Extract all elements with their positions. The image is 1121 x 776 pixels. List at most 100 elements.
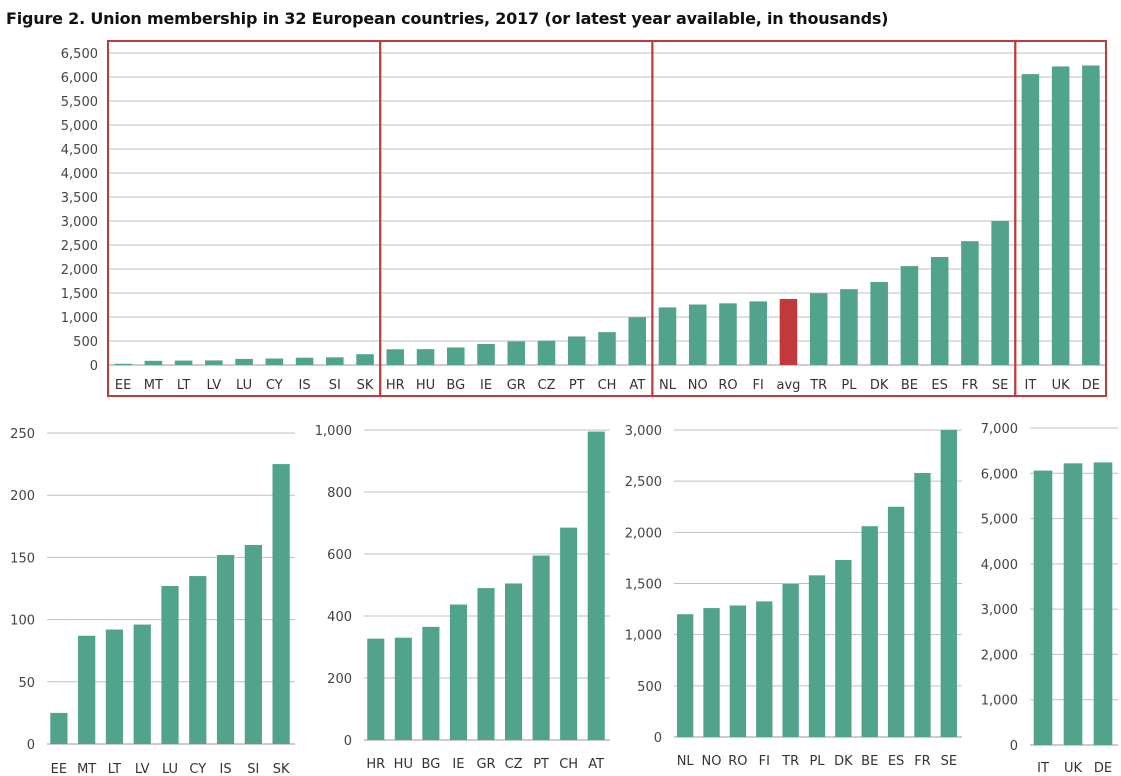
x-tick-label: IT xyxy=(1025,378,1037,393)
y-tick-label: 1,500 xyxy=(61,287,98,302)
x-tick-label: FR xyxy=(962,378,979,393)
y-tick-label: 2,000 xyxy=(61,263,98,278)
bar-pl xyxy=(808,575,826,737)
y-tick-label: 6,000 xyxy=(981,467,1018,482)
x-tick-label: ES xyxy=(931,378,947,393)
bar-pt xyxy=(532,555,550,740)
bar-de xyxy=(1093,462,1113,745)
y-tick-label: 2,000 xyxy=(625,526,662,541)
bar-no xyxy=(703,608,720,737)
bar-lt xyxy=(174,360,193,365)
bar-lu xyxy=(235,358,253,365)
bar-si xyxy=(244,544,262,744)
x-tick-label: SI xyxy=(247,762,259,776)
bar-hr xyxy=(367,638,385,740)
x-tick-label: HR xyxy=(366,757,385,772)
y-tick-label: 4,000 xyxy=(981,558,1018,573)
x-tick-label: DK xyxy=(834,754,853,769)
y-tick-label: 3,000 xyxy=(981,603,1018,618)
y-tick-label: 3,000 xyxy=(625,424,662,439)
y-tick-label: 5,000 xyxy=(61,119,98,134)
x-tick-label: CY xyxy=(266,378,283,393)
y-tick-label: 0 xyxy=(90,359,98,374)
bar-ro xyxy=(719,303,737,365)
y-tick-label: 250 xyxy=(10,427,35,442)
x-tick-label: FR xyxy=(914,754,931,769)
bar-ee xyxy=(114,363,132,365)
x-tick-label: ES xyxy=(888,754,904,769)
bar-es xyxy=(930,257,949,365)
bar-ie xyxy=(477,344,495,365)
bar-cy xyxy=(189,576,207,744)
bar-gr xyxy=(507,341,526,365)
x-tick-label: LU xyxy=(236,378,252,393)
y-tick-label: 0 xyxy=(654,731,662,746)
y-tick-label: 1,000 xyxy=(625,629,662,644)
bar-bg xyxy=(422,626,440,740)
x-tick-label: UK xyxy=(1052,378,1071,393)
y-tick-label: 5,000 xyxy=(981,513,1018,528)
x-tick-label: avg xyxy=(776,378,800,393)
x-tick-label: DE xyxy=(1082,378,1100,393)
y-tick-label: 6,500 xyxy=(61,47,98,62)
y-tick-label: 200 xyxy=(327,672,352,687)
y-tick-label: 100 xyxy=(10,614,35,629)
x-tick-label: TR xyxy=(781,754,799,769)
y-tick-label: 3,000 xyxy=(61,215,98,230)
x-tick-label: NL xyxy=(659,378,677,393)
x-tick-label: NO xyxy=(702,754,722,769)
x-tick-label: IE xyxy=(452,757,464,772)
x-tick-label: LT xyxy=(108,762,121,776)
x-tick-label: BE xyxy=(901,378,918,393)
bar-ro xyxy=(729,605,747,737)
x-tick-label: IE xyxy=(480,378,492,393)
bar-fi xyxy=(756,601,773,737)
panel-chart-mid-high: 0 500 1,000 1,500 2,000 2,500 3,000 NL NO RO FI TR P… xyxy=(625,424,962,769)
bar-uk xyxy=(1051,66,1070,365)
y-tick-label: 500 xyxy=(637,680,662,695)
y-tick-label: 150 xyxy=(10,551,35,566)
bar-no xyxy=(688,304,707,365)
y-tick-label: 0 xyxy=(1010,739,1018,754)
panel-chart-high: 0 1,000 2,000 3,000 4,000 5,000 6,000 7,000 IT UK… xyxy=(981,422,1118,776)
x-tick-label: TR xyxy=(809,378,827,393)
x-tick-label: DK xyxy=(870,378,889,393)
y-tick-label: 6,000 xyxy=(61,71,98,86)
panel-chart-mid-low: 0 200 400 600 800 1,000 HR HU BG IE GR CZ PT CH AT xyxy=(315,424,610,772)
y-tick-label: 1,000 xyxy=(61,311,98,326)
y-tick-label: 500 xyxy=(73,335,98,350)
x-tick-label: HU xyxy=(394,757,413,772)
bar-lt xyxy=(105,629,124,744)
bar-is xyxy=(216,554,235,744)
group-frame xyxy=(107,40,382,397)
bar-tr xyxy=(782,584,799,737)
bar-nl xyxy=(677,614,694,737)
group-frame xyxy=(651,40,1017,397)
y-tick-label: 400 xyxy=(327,610,352,625)
x-tick-label: EE xyxy=(51,762,67,776)
y-tick-label: 2,500 xyxy=(61,239,98,254)
y-tick-label: 0 xyxy=(344,734,352,749)
bar-nl xyxy=(658,307,677,365)
bar-lv xyxy=(205,360,223,365)
bar-hu xyxy=(394,637,412,740)
x-tick-label: RO xyxy=(728,754,747,769)
x-tick-label: PT xyxy=(569,378,585,393)
bar-is xyxy=(295,357,314,365)
x-tick-label: AT xyxy=(588,757,604,772)
x-tick-label: SK xyxy=(273,762,290,776)
bar-ch xyxy=(560,527,578,740)
bar-pl xyxy=(840,289,858,365)
bar-lv xyxy=(133,624,151,744)
x-tick-label: HU xyxy=(416,378,435,393)
x-tick-label: FI xyxy=(759,754,770,769)
y-tick-label: 4,500 xyxy=(61,143,98,158)
x-tick-label: IT xyxy=(1037,761,1049,776)
bar-bg xyxy=(447,347,465,365)
y-tick-label: 5,500 xyxy=(61,95,98,110)
bar-si xyxy=(326,357,344,365)
y-tick-label: 3,500 xyxy=(61,191,98,206)
x-tick-label: IS xyxy=(299,378,311,393)
bar-ee xyxy=(50,712,68,744)
bar-dk xyxy=(870,281,888,365)
